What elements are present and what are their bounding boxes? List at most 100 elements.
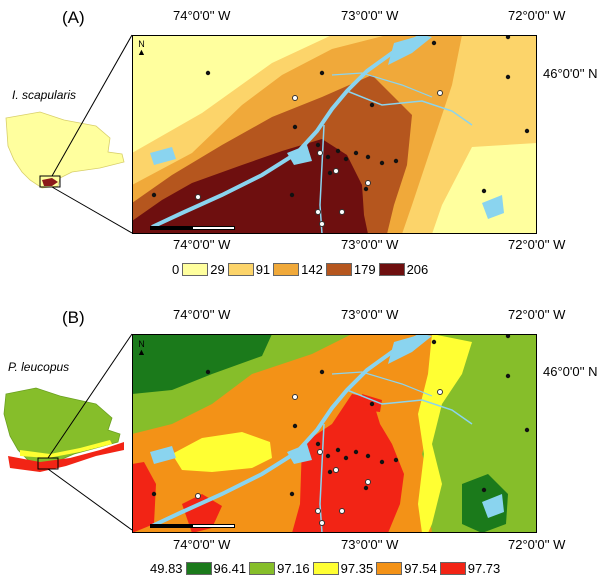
- panel-b-site-ringed: [333, 467, 339, 473]
- panel-a-inset-box: [39, 175, 61, 188]
- panel-b-label: (B): [62, 308, 85, 327]
- panel-a-site: [151, 192, 157, 198]
- panel-a-legend-swatch-1: [227, 263, 254, 276]
- panel-b-site-ringed: [319, 520, 325, 526]
- panel-a-top-coord-1: 74°0'0'' W: [173, 8, 231, 23]
- panel-a-legend-label-0: 0: [172, 262, 180, 277]
- panel-a-legend: 0 29 91 142 179 206: [172, 262, 428, 277]
- panel-a-site: [431, 40, 437, 46]
- panel-a-site: [319, 70, 325, 76]
- panel-a-bottom-coord-1: 74°0'0'' W: [173, 237, 231, 252]
- panel-b-site: [343, 455, 349, 461]
- panel-b-north-arrow: N ▲: [137, 339, 146, 357]
- panel-b-bottom-coord-3: 72°0'0'' W: [508, 537, 566, 552]
- panel-b-site-ringed: [315, 508, 321, 514]
- panel-b-site: [505, 334, 511, 339]
- panel-b-zoom-line-2: [47, 468, 133, 531]
- panel-a-right-coord: 46°0'0'' N: [543, 66, 598, 81]
- panel-b-site: [505, 373, 511, 379]
- panel-b-site: [431, 339, 437, 345]
- panel-b-bottom-coord-1: 74°0'0'' W: [173, 537, 231, 552]
- panel-b-tributary-2: [319, 423, 325, 533]
- panel-b-legend-label-1: 96.41: [213, 561, 247, 576]
- panel-b-site: [365, 453, 371, 459]
- panel-b-site-ringed: [365, 479, 371, 485]
- panel-b-map: [132, 334, 537, 533]
- panel-a-site: [481, 188, 487, 194]
- panel-b-legend-label-0: 49.83: [150, 561, 183, 576]
- panel-b-inset-yellow-band: [20, 440, 112, 458]
- panel-a-site: [205, 70, 211, 76]
- panel-a-legend-label-5: 206: [406, 262, 429, 277]
- panel-b-site: [289, 491, 295, 497]
- panel-a-river: [151, 35, 424, 229]
- panel-b-inset-map: [3, 333, 133, 531]
- panel-a-site: [289, 192, 295, 198]
- panel-b-zone-97-54-bottom: [182, 494, 222, 533]
- panel-b-site: [327, 469, 333, 475]
- panel-b-lake-2: [287, 444, 312, 464]
- panel-a-map-frame: [132, 35, 537, 234]
- panel-a-sites-ringed: [195, 90, 443, 227]
- panel-a-legend-label-3: 142: [301, 262, 323, 277]
- panel-a-legend-swatch-3: [325, 263, 352, 276]
- panel-b-site-ringed: [437, 389, 443, 395]
- panel-a-site: [327, 170, 333, 176]
- panel-a-site: [369, 102, 375, 108]
- panel-a-legend-swatch-2: [273, 263, 300, 276]
- panel-b-site-ringed: [339, 508, 345, 514]
- panel-a-site-ringed: [292, 95, 298, 101]
- panel-a-site-ringed: [365, 180, 371, 186]
- panel-a-site-ringed: [195, 194, 201, 200]
- panel-b-zone-49-83: [132, 334, 272, 394]
- panel-b-site: [379, 459, 385, 465]
- panel-a-site-ringed: [315, 209, 321, 215]
- panel-a-north-arrow: N ▲: [137, 39, 146, 57]
- panel-a-legend-swatch-0: [182, 263, 209, 276]
- panel-b-river: [151, 334, 424, 528]
- panel-a-site-ringed: [339, 209, 345, 215]
- panel-a-bottom-coord-2: 73°0'0'' W: [341, 237, 399, 252]
- panel-a-top-coord-3: 72°0'0'' W: [508, 8, 566, 23]
- panel-a-site: [365, 154, 371, 160]
- panel-b-site: [353, 449, 359, 455]
- panel-a-lake-3: [150, 147, 176, 165]
- panel-b-tributary-3: [331, 371, 433, 397]
- panel-a-top-coord-2: 73°0'0'' W: [341, 8, 399, 23]
- panel-b-inset-southern-band: [8, 442, 124, 472]
- panel-a-tributary-2: [319, 124, 325, 234]
- panel-b-site-ringed: [317, 449, 323, 455]
- panel-b-legend-label-3: 97.35: [340, 561, 374, 576]
- panel-b-zone-97-54-west: [132, 462, 156, 533]
- panel-a-site: [393, 158, 399, 164]
- panel-b-site-ringed: [292, 394, 298, 400]
- panel-b-scale-bar: [150, 524, 235, 528]
- panel-a-lake-2: [287, 145, 312, 165]
- panel-b-lake-1: [388, 334, 432, 364]
- panel-b-site: [481, 487, 487, 493]
- panel-a-site: [505, 74, 511, 80]
- panel-a-species-label: I. scapularis: [12, 88, 77, 102]
- panel-a-site: [353, 150, 359, 156]
- panel-b-legend-label-4: 97.54: [404, 561, 437, 576]
- panel-b-top-coord-1: 74°0'0'' W: [173, 307, 231, 322]
- panel-a-zoom-line-1: [51, 34, 133, 177]
- panel-a-site: [505, 35, 511, 40]
- panel-b-site: [325, 453, 331, 459]
- panel-b-site: [319, 369, 325, 375]
- panel-a-tributary-1: [346, 90, 473, 126]
- panel-a-site-ringed: [437, 90, 443, 96]
- panel-b-legend-swatch-1: [249, 562, 276, 575]
- panel-a-site: [379, 160, 385, 166]
- panel-b-site: [205, 369, 211, 375]
- panel-a-site: [524, 128, 530, 134]
- panel-a-bottom-coord-3: 72°0'0'' W: [508, 237, 566, 252]
- panel-b-legend: 49.83 96.41 97.16 97.35 97.54 97.73: [150, 561, 500, 576]
- panel-b-legend-swatch-2: [312, 562, 339, 575]
- panel-a-inset-map: [5, 34, 133, 234]
- panel-b-site: [369, 401, 375, 407]
- panel-b-site: [393, 457, 399, 463]
- panel-b-legend-swatch-0: [185, 562, 212, 575]
- panel-b-zone-97-16-west: [172, 432, 272, 472]
- panel-a-legend-label-1: 29: [210, 262, 225, 277]
